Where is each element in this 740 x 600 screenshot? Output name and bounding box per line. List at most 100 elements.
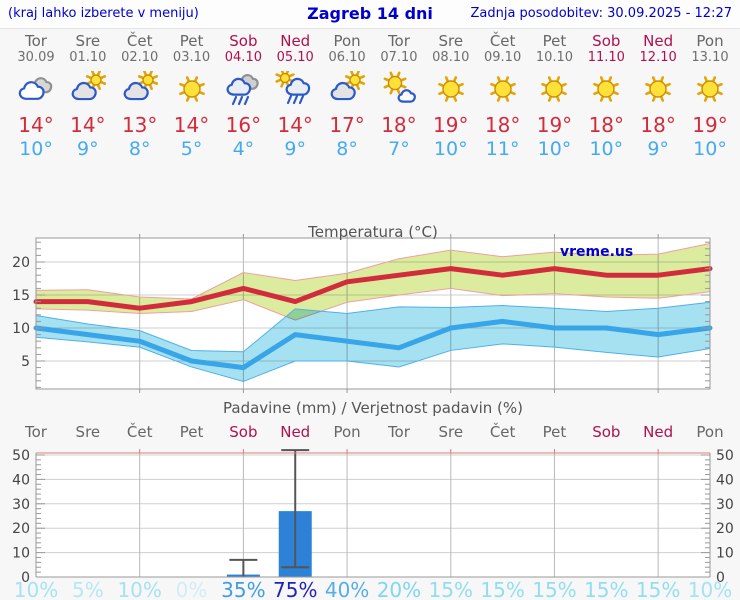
day-date: 08.10 xyxy=(432,50,470,65)
forecast-day-1: Tor 30.09 14° 10° xyxy=(10,28,62,160)
day-name: Ned xyxy=(280,32,311,50)
mostly-sunny-icon xyxy=(383,71,416,103)
partly-sunny-icon xyxy=(330,69,366,101)
day-date: 30.09 xyxy=(17,50,55,65)
high-temp: 14° xyxy=(173,113,210,137)
watermark-link[interactable]: vreme.us xyxy=(560,244,633,260)
day-name: Ned xyxy=(643,32,674,50)
temp-axis-label: 15 xyxy=(12,288,30,304)
high-temp: 16° xyxy=(225,113,262,137)
forecast-day-9: Sre 08.10 19° 10° xyxy=(425,28,477,160)
high-temp: 19° xyxy=(433,113,469,137)
high-temp: 14° xyxy=(18,113,54,137)
precip-probability: 20% xyxy=(377,578,421,600)
high-temp: 13° xyxy=(121,113,158,137)
high-temp: 18° xyxy=(484,113,521,137)
precip-probability: 15% xyxy=(532,578,576,600)
day-name: Sob xyxy=(229,32,258,50)
day-icon-wrap xyxy=(580,71,632,107)
sunny-icon xyxy=(541,76,568,102)
day-date: 05.10 xyxy=(276,50,314,65)
day-date: 13.10 xyxy=(691,50,729,65)
day-date: 06.10 xyxy=(328,50,366,65)
precip-probability: 5% xyxy=(72,578,104,600)
low-temp: 10° xyxy=(19,138,53,160)
low-temp: 8° xyxy=(128,138,151,160)
precip-day-label: Sob xyxy=(592,423,620,441)
forecast-day-11: Pet 10.10 19° 10° xyxy=(528,28,580,160)
low-temp: 10° xyxy=(537,138,572,160)
forecast-day-14: Pon 13.10 19° 10° xyxy=(684,28,736,160)
precip-probability: 15% xyxy=(480,578,524,600)
forecast-day-6: Ned 05.10 14° 9° xyxy=(269,28,321,160)
forecast-day-12: Sob 11.10 18° 10° xyxy=(580,28,632,160)
precip-probability: 15% xyxy=(636,578,680,600)
day-name: Pon xyxy=(333,32,361,50)
menu-hint: (kraj lahko izberete v meniju) xyxy=(8,6,199,21)
forecast-strip: Tor 30.09 14° 10° Sre 01.10 14° 9° Čet 02.10 13° 8°… xyxy=(0,28,740,178)
day-date: 09.10 xyxy=(484,50,522,65)
sunny-icon xyxy=(489,76,516,102)
forecast-day-5: Sob 04.10 16° 4° xyxy=(217,28,269,160)
precip-day-label: Čet xyxy=(490,422,516,441)
day-icon-wrap xyxy=(684,71,736,107)
sunny-icon xyxy=(593,76,620,102)
max-temperature-line xyxy=(33,266,713,311)
precip-day-label: Tor xyxy=(387,423,411,441)
high-temp: 18° xyxy=(381,113,417,137)
day-name: Čet xyxy=(489,32,516,50)
header: (kraj lahko izberete v meniju) Zagreb 14… xyxy=(0,0,740,29)
precip-probability: 10% xyxy=(117,578,161,600)
precip-axis-label-right: 10 xyxy=(716,546,734,562)
precip-day-label: Sob xyxy=(229,423,257,441)
forecast-day-4: Pet 03.10 14° 5° xyxy=(166,28,218,160)
high-temp: 18° xyxy=(588,113,625,137)
low-temp: 7° xyxy=(388,138,410,160)
precip-day-label: Pet xyxy=(180,423,204,441)
precip-day-label: Pon xyxy=(696,423,723,441)
low-temp: 5° xyxy=(180,138,203,160)
precip-day-label: Tor xyxy=(24,423,48,441)
precip-probability: 15% xyxy=(429,578,473,600)
day-icon-wrap xyxy=(632,71,684,107)
day-name: Tor xyxy=(387,32,410,50)
high-temp: 14° xyxy=(277,113,313,137)
forecast-day-7: Pon 06.10 17° 8° xyxy=(321,28,373,160)
day-icon-wrap xyxy=(10,71,62,107)
forecast-day-8: Tor 07.10 18° 7° xyxy=(373,28,425,160)
precip-probability: 10% xyxy=(688,578,732,600)
forecast-day-3: Čet 02.10 13° 8° xyxy=(114,28,166,160)
day-icon-wrap xyxy=(477,71,529,107)
temp-axis-label: 5 xyxy=(21,354,30,370)
day-date: 02.10 xyxy=(121,50,159,65)
precip-probability: 0% xyxy=(176,578,208,600)
day-icon-wrap xyxy=(217,71,269,107)
precipitation-chart-title: Padavine (mm) / Verjetnost padavin (%) xyxy=(223,400,523,417)
temp-axis-label: 20 xyxy=(12,255,30,271)
rain-icon xyxy=(226,73,260,106)
precip-axis-label-right: 20 xyxy=(716,521,734,537)
day-icon-wrap xyxy=(166,71,218,107)
precip-day-label: Ned xyxy=(643,423,673,441)
last-updated: Zadnja posodobitev: 30.09.2025 - 12:27 xyxy=(470,6,732,21)
precip-axis-label-right: 50 xyxy=(716,448,734,464)
day-date: 12.10 xyxy=(639,50,677,65)
day-date: 10.10 xyxy=(535,50,574,65)
day-name: Tor xyxy=(25,32,47,50)
precip-axis-label-left: 0 xyxy=(21,570,30,586)
precip-axis-label-right: 30 xyxy=(716,497,734,513)
precip-axis-label-left: 40 xyxy=(12,472,30,488)
precip-axis-label-left: 10 xyxy=(12,546,30,562)
precip-day-label: Pet xyxy=(543,423,567,441)
forecast-day-13: Ned 12.10 18° 9° xyxy=(632,28,684,160)
precip-axis-label-left: 30 xyxy=(12,497,30,513)
precipitation-chart: 0 0 10 10 20 20 30 30 40 40 50 50 Tor Sre Čet Pet Sob Ned… xyxy=(12,400,734,600)
sunny-icon xyxy=(645,76,671,102)
precip-day-label: Čet xyxy=(127,422,153,441)
day-name: Sre xyxy=(75,32,101,50)
day-date: 07.10 xyxy=(380,50,418,65)
low-temp: 9° xyxy=(647,138,669,160)
day-name: Pet xyxy=(179,32,204,50)
precip-probability: 40% xyxy=(325,578,369,600)
partly-sunny-icon xyxy=(71,69,106,101)
